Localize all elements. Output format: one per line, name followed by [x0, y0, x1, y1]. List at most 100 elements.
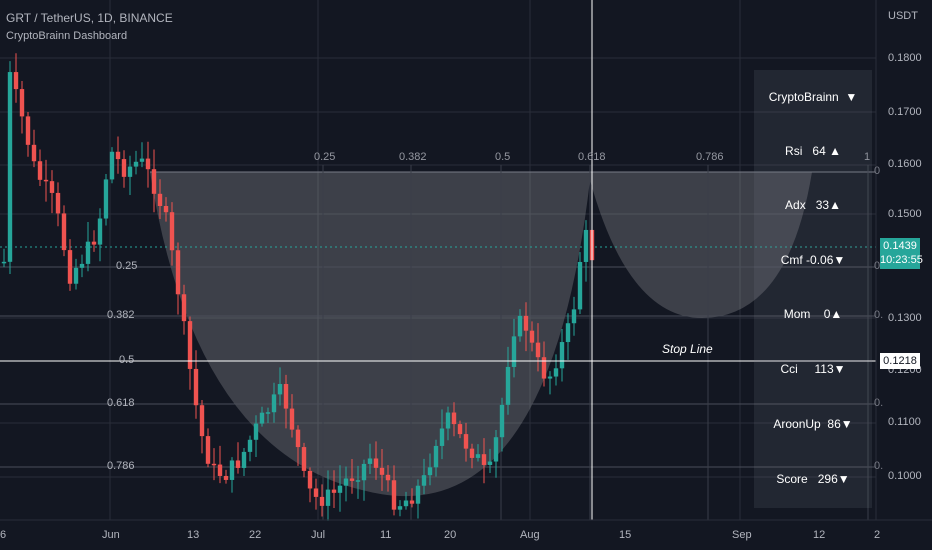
candle-body [139, 158, 145, 162]
candle-body [379, 467, 385, 475]
candle-body [61, 213, 67, 251]
candle-body [217, 464, 223, 476]
dashboard-value: 296▼ [817, 472, 850, 486]
candle-body [331, 489, 337, 493]
candle-body [445, 412, 451, 429]
dashboard-row-mom: Mom 0▲ [754, 307, 872, 321]
candle-body [577, 261, 583, 310]
candle-body [307, 470, 313, 489]
dashboard-row-score: Score 296▼ [754, 472, 872, 486]
candle-body [85, 241, 91, 264]
candle-body [439, 428, 445, 446]
dashboard-row-cmf: Cmf -0.06▼ [754, 253, 872, 267]
fib-left-label: 0.5 [119, 354, 135, 366]
time-axis-label: Sep [732, 529, 752, 541]
price-axis-currency: USDT [888, 10, 918, 22]
candle-body [271, 394, 277, 413]
fib-left-label: 0.382 [107, 309, 135, 321]
dashboard-value: 86▼ [827, 417, 853, 431]
dashboard-label: AroonUp [773, 417, 821, 431]
candle-body [499, 404, 505, 438]
candle-body [259, 412, 265, 424]
price-axis-label: 0.1600 [888, 158, 922, 170]
price-axis-label: 0.1300 [888, 312, 922, 324]
dashboard-label: Rsi [785, 144, 803, 158]
candle-body [313, 488, 319, 497]
candle-body [145, 158, 151, 170]
candle-body [319, 496, 325, 506]
fib-top-label: 0.786 [696, 151, 724, 163]
candle-body [103, 179, 109, 219]
candle-body [325, 489, 331, 506]
candle-body [25, 116, 31, 145]
dashboard-label: Cmf [780, 253, 803, 267]
candle-body [541, 357, 547, 379]
fib-top-label: 0.382 [399, 151, 427, 163]
candle-body [91, 241, 97, 245]
crosshair-price-tag: 0.1218 [880, 353, 920, 369]
candle-body [505, 366, 511, 405]
dashboard-label: CryptoBrainn [768, 90, 839, 104]
candle-body [79, 263, 85, 268]
candle-body [1, 261, 7, 264]
time-axis-label: 15 [619, 529, 632, 541]
candle-body [469, 448, 475, 458]
dashboard-row-cci: Cci 113▼ [754, 362, 872, 376]
candle-body [127, 166, 133, 177]
candle-body [571, 309, 577, 324]
candle-body [67, 250, 73, 284]
candle-body [403, 500, 409, 507]
dashboard-value: -0.06▼ [806, 253, 846, 267]
time-axis-label: 11 [380, 529, 392, 541]
candle-body [187, 321, 193, 369]
candle-body [223, 475, 229, 480]
candle-body [409, 500, 415, 504]
candle-body [421, 475, 427, 486]
candle-body [535, 342, 541, 358]
fib-left-label: 0.618 [107, 397, 135, 409]
candle-body [265, 412, 271, 414]
candle-body [367, 458, 373, 464]
candle-body [475, 454, 481, 458]
candle-body [481, 454, 487, 465]
price-axis-label: 0.1100 [888, 416, 921, 428]
candle-body [433, 445, 439, 468]
candle-body [523, 315, 529, 331]
fib-left-label: 0.25 [116, 260, 138, 272]
candle-body [277, 384, 283, 395]
candle-body [553, 368, 559, 377]
candle-body [253, 423, 259, 440]
candle-body [361, 463, 367, 481]
dashboard-row-rsi: Rsi 64 ▲ [754, 144, 872, 158]
candlestick-series [1, 53, 595, 521]
candle-body [397, 506, 403, 510]
symbol-title[interactable]: GRT / TetherUS, 1D, BINANCE [6, 11, 173, 25]
dashboard-value: 64 ▲ [812, 144, 841, 158]
candle-body [565, 323, 571, 343]
candle-body [337, 485, 343, 493]
dashboard-value: 33▲ [815, 198, 841, 212]
time-axis-label: 6 [0, 529, 7, 541]
last-price-tag: 0.1439 10:23:55 [880, 238, 923, 269]
candle-body [163, 205, 169, 213]
fib-left-label: 0.786 [107, 460, 135, 472]
dashboard-toggle-icon[interactable]: ▼ [845, 90, 858, 104]
stop-line-label: Stop Line [662, 342, 713, 356]
candle-body [283, 384, 289, 409]
price-axis-label: 0.1000 [888, 470, 922, 482]
candle-body [301, 447, 307, 471]
indicator-title[interactable]: CryptoBrainn Dashboard [6, 30, 128, 42]
candle-body [415, 485, 421, 504]
candle-body [373, 458, 379, 468]
candle-body [73, 267, 79, 284]
dashboard-row-title[interactable]: CryptoBrainn ▼ [754, 90, 872, 104]
handle-shape [590, 172, 812, 318]
dashboard-value: 113▼ [814, 362, 846, 376]
candle-body [349, 478, 355, 481]
time-axis-label: 13 [187, 529, 200, 541]
time-axis-label: 2 [874, 529, 881, 541]
dashboard-label: Mom [783, 307, 811, 321]
candle-body [289, 408, 295, 430]
candle-body [19, 89, 25, 117]
